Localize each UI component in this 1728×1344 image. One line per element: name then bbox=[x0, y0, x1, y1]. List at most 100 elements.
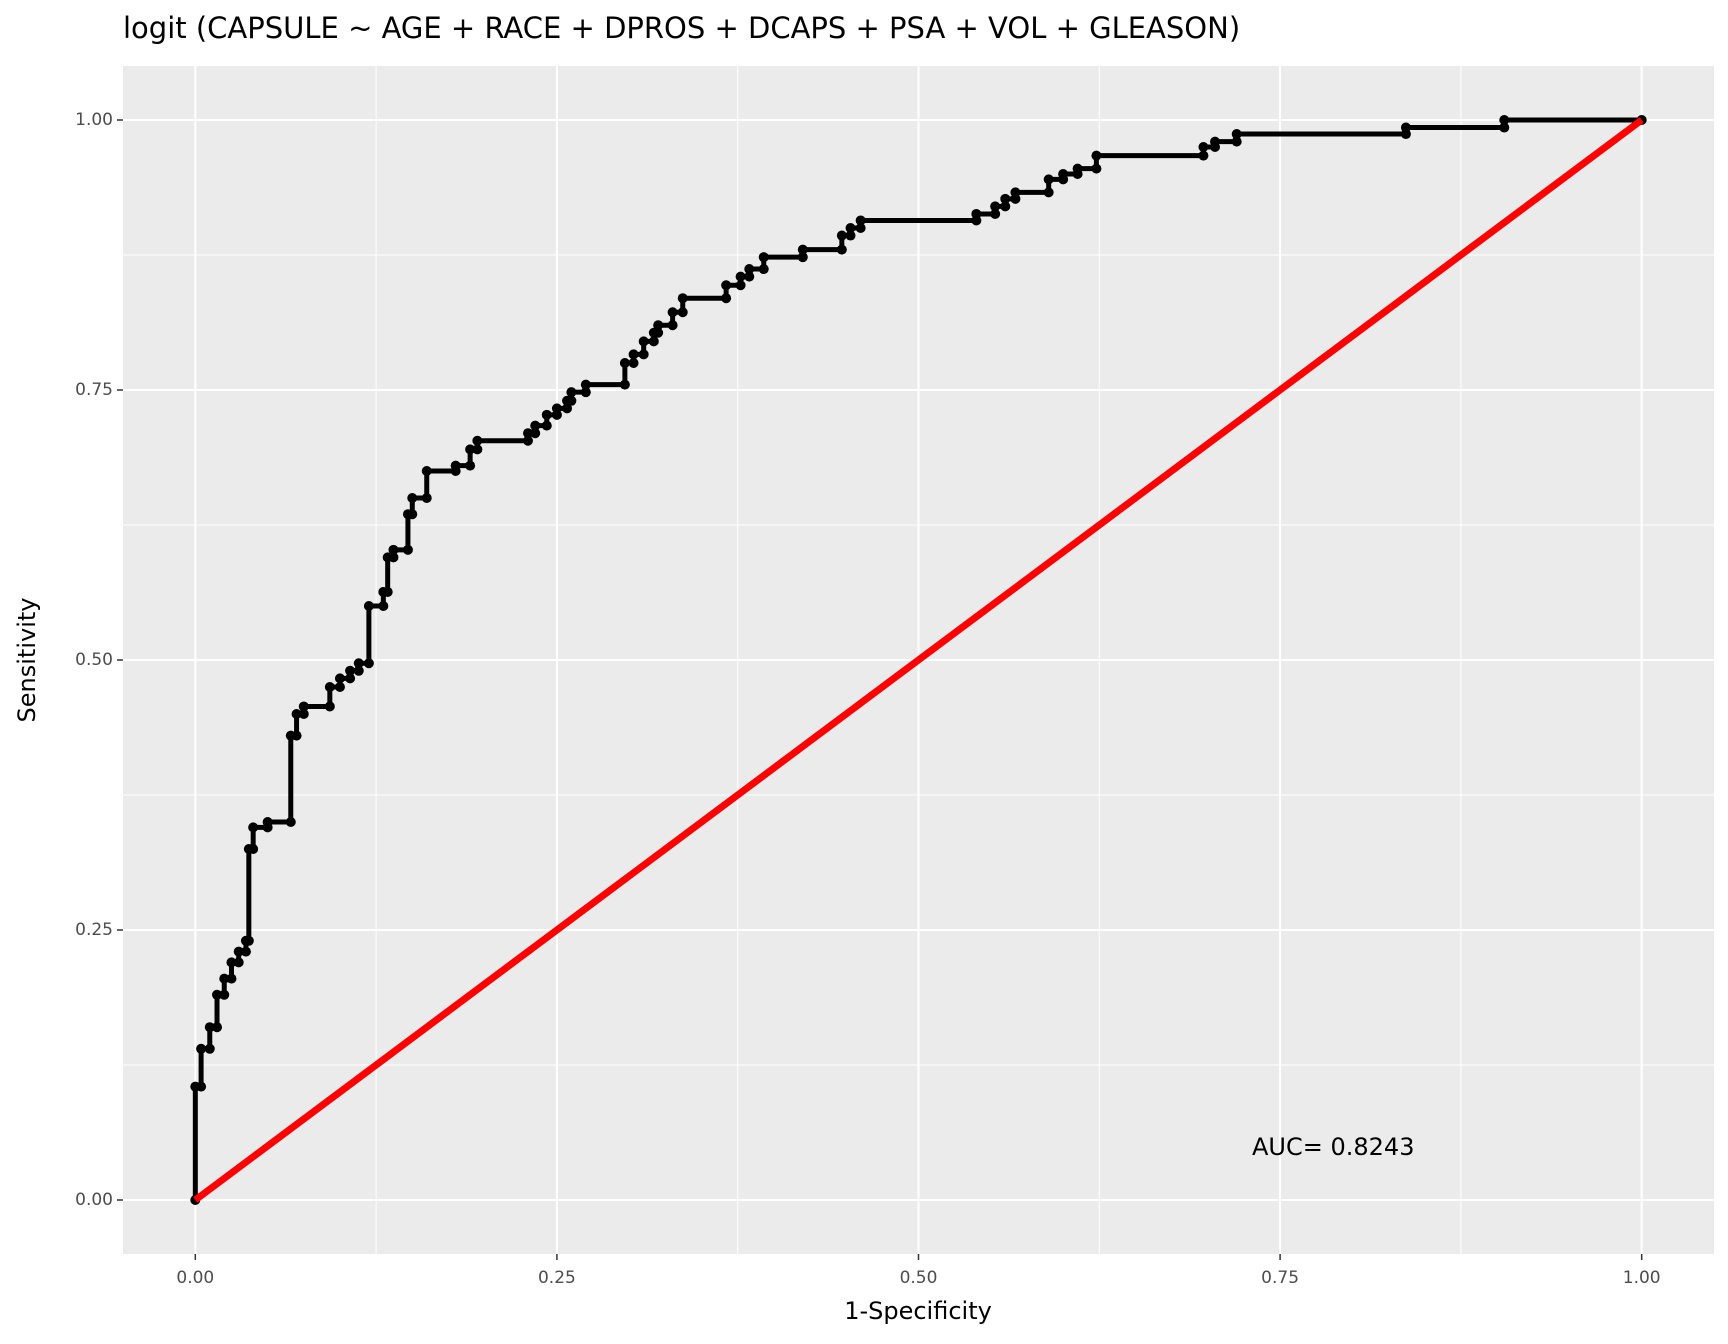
roc-point bbox=[619, 358, 630, 368]
roc-point bbox=[638, 336, 649, 347]
roc-point bbox=[243, 935, 254, 946]
roc-point bbox=[1198, 142, 1209, 152]
roc-point bbox=[353, 665, 364, 676]
roc-point bbox=[212, 1022, 223, 1033]
roc-point bbox=[240, 946, 251, 957]
roc-point bbox=[334, 682, 345, 692]
roc-point bbox=[1091, 150, 1102, 161]
x-tick-label: 0.50 bbox=[900, 1268, 938, 1288]
roc-point bbox=[233, 957, 244, 968]
roc-point bbox=[226, 957, 237, 968]
roc-point bbox=[378, 601, 389, 611]
roc-point bbox=[628, 358, 639, 368]
roc-point bbox=[196, 1043, 207, 1054]
roc-point bbox=[667, 307, 678, 318]
roc-point bbox=[855, 223, 866, 233]
roc-point bbox=[1000, 193, 1011, 204]
roc-point bbox=[204, 1022, 215, 1033]
roc-point bbox=[1499, 122, 1510, 133]
roc-point bbox=[628, 349, 639, 360]
roc-point bbox=[677, 307, 688, 318]
roc-point bbox=[971, 208, 982, 219]
roc-point bbox=[1499, 115, 1510, 125]
roc-point bbox=[345, 665, 356, 676]
roc-point bbox=[551, 403, 562, 414]
roc-point bbox=[388, 544, 399, 555]
roc-point bbox=[619, 379, 630, 390]
roc-point bbox=[990, 208, 1001, 219]
roc-point bbox=[472, 435, 483, 446]
y-tick-label: 0.25 bbox=[75, 920, 113, 940]
roc-point bbox=[1000, 201, 1011, 212]
roc-point bbox=[758, 264, 769, 275]
roc-point bbox=[566, 395, 577, 406]
roc-point bbox=[580, 379, 591, 390]
chart-title: logit (CAPSULE ~ AGE + RACE + DPROS + DC… bbox=[123, 11, 1240, 45]
roc-point bbox=[721, 293, 732, 304]
roc-point bbox=[233, 946, 244, 957]
roc-point bbox=[541, 409, 552, 420]
roc-point bbox=[735, 271, 746, 282]
roc-point bbox=[845, 230, 856, 241]
y-tick-label: 0.75 bbox=[75, 380, 113, 400]
roc-point bbox=[450, 460, 461, 471]
roc-point bbox=[1198, 150, 1209, 161]
roc-point bbox=[226, 973, 237, 984]
roc-point bbox=[797, 252, 808, 263]
roc-point bbox=[407, 493, 418, 503]
roc-point bbox=[1400, 122, 1411, 133]
x-axis-label: 1-Specificity bbox=[844, 1297, 992, 1325]
roc-point bbox=[1210, 136, 1221, 147]
roc-point bbox=[653, 327, 664, 338]
roc-point bbox=[735, 280, 746, 291]
roc-point bbox=[388, 552, 399, 563]
roc-point bbox=[836, 230, 847, 241]
roc-point bbox=[1231, 136, 1242, 147]
y-tick-label: 0.50 bbox=[75, 650, 113, 670]
y-tick-label: 0.00 bbox=[75, 1190, 113, 1210]
roc-point bbox=[653, 320, 664, 331]
roc-point bbox=[291, 709, 302, 719]
roc-point bbox=[758, 252, 769, 263]
x-tick-label: 0.25 bbox=[538, 1268, 576, 1288]
y-axis-label: Sensitivity bbox=[13, 598, 41, 723]
roc-point bbox=[721, 280, 732, 291]
roc-point bbox=[285, 817, 296, 827]
roc-point bbox=[334, 673, 345, 684]
roc-point bbox=[212, 989, 223, 1000]
roc-point bbox=[402, 544, 413, 555]
roc-point bbox=[677, 293, 688, 304]
roc-point bbox=[262, 817, 273, 827]
roc-point bbox=[1010, 187, 1021, 198]
roc-point bbox=[541, 420, 552, 431]
roc-point bbox=[421, 466, 432, 476]
roc-point bbox=[1231, 129, 1242, 140]
roc-point bbox=[196, 1081, 207, 1092]
roc-point bbox=[345, 673, 356, 684]
roc-point bbox=[291, 730, 302, 741]
roc-point bbox=[855, 215, 866, 226]
roc-point bbox=[363, 601, 374, 611]
roc-point bbox=[638, 349, 649, 360]
reference-line bbox=[193, 117, 1644, 1203]
roc-point bbox=[219, 973, 230, 984]
roc-point bbox=[204, 1043, 215, 1054]
roc-point bbox=[407, 509, 418, 520]
roc-point bbox=[298, 701, 309, 712]
roc-point bbox=[1091, 163, 1102, 174]
roc-point bbox=[298, 709, 309, 719]
roc-point bbox=[324, 682, 335, 692]
y-tick-label: 1.00 bbox=[75, 110, 113, 130]
roc-point bbox=[363, 658, 374, 669]
roc-point bbox=[219, 989, 230, 1000]
roc-point bbox=[845, 223, 856, 233]
roc-point bbox=[562, 403, 573, 414]
roc-point bbox=[530, 428, 541, 439]
x-tick-label: 0.75 bbox=[1261, 1268, 1299, 1288]
roc-point bbox=[248, 822, 259, 833]
roc-point bbox=[324, 701, 335, 712]
roc-point bbox=[667, 320, 678, 331]
roc-point bbox=[522, 435, 533, 446]
roc-point bbox=[1043, 187, 1054, 198]
